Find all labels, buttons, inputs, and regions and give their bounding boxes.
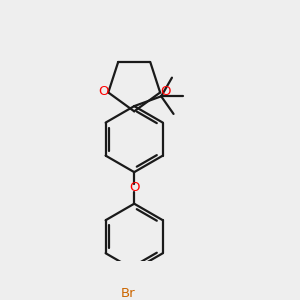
Text: O: O xyxy=(98,85,108,98)
Text: O: O xyxy=(129,182,140,194)
Text: Br: Br xyxy=(121,287,136,300)
Text: O: O xyxy=(160,85,171,98)
